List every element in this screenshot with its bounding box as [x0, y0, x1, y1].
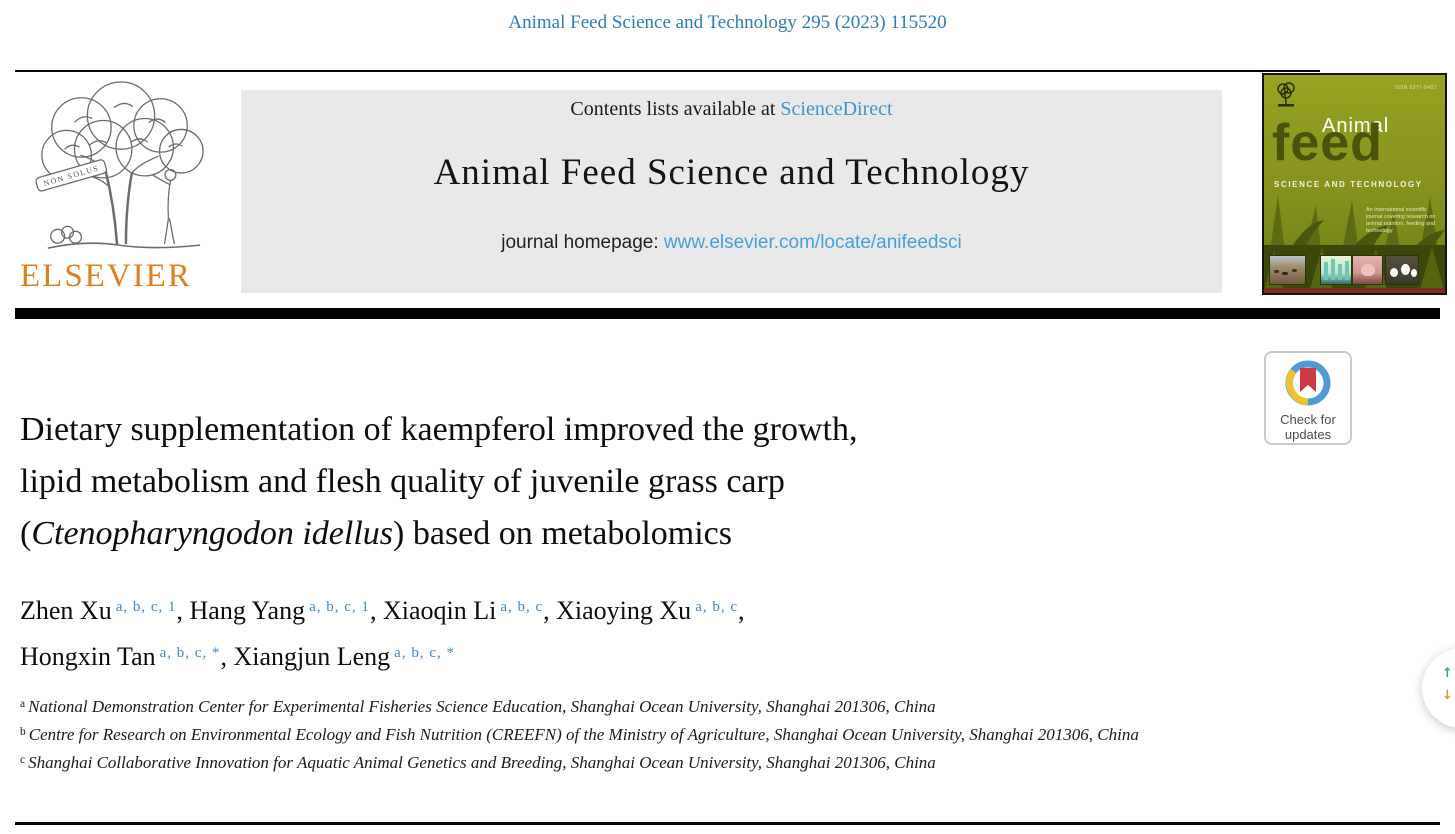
affiliation-list: a National Demonstration Center for Exper… [20, 694, 1238, 778]
journal-citation: Animal Feed Science and Technology 295 (… [508, 12, 947, 33]
scroll-down-arrow-icon[interactable]: ↓ [1442, 688, 1453, 703]
author-affil-sup[interactable]: a, b, c, * [394, 644, 455, 661]
crossmark-label-line1: Check for [1280, 412, 1336, 427]
homepage-link[interactable]: www.elsevier.com/locate/anifeedsci [663, 232, 962, 253]
article-title-line3: (Ctenopharyngodon idellus) based on meta… [20, 515, 733, 552]
bottom-rule [15, 822, 1440, 825]
elsevier-tree-icon: NON SOLUS [35, 81, 204, 249]
author-affil-sup[interactable]: a, b, c [695, 598, 739, 615]
homepage-line: journal homepage: www.elsevier.com/locat… [241, 232, 1222, 254]
crossmark-icon [1285, 360, 1331, 406]
masthead-banner: Contents lists available at ScienceDirec… [241, 90, 1222, 293]
cover-blurb: An international scientific journal cove… [1366, 207, 1436, 234]
crossmark-label-line2: updates [1284, 427, 1332, 442]
check-for-updates-badge[interactable]: Check for updates [1264, 351, 1352, 445]
cover-feed-text: feed [1272, 114, 1383, 172]
author-name: Xiaoying Xu [556, 596, 692, 625]
author-affil-sup[interactable]: a, b, c, * [159, 644, 221, 661]
cover-photo-chickens [1385, 255, 1419, 285]
contents-prefix: Contents lists available at [570, 98, 781, 120]
author-line-1: Zhen Xu a, b, c, 1, Hang Yang a, b, c, 1, … [20, 596, 745, 625]
cover-subtitle: SCIENCE AND TECHNOLOGY [1274, 180, 1423, 189]
author-name: Hang Yang [189, 596, 306, 625]
species-name-italic: Ctenopharyngodon idellus [31, 515, 394, 552]
cover-elsevier-mark-icon [1277, 82, 1295, 107]
author-name: Hongxin Tan [20, 642, 156, 671]
affiliation-b: b Centre for Research on Environmental Ec… [20, 725, 1139, 744]
journal-cover[interactable]: ISSN 0377-8401 Animal feed SCIENCE AND T… [1262, 73, 1447, 295]
author-list: Zhen Xu a, b, c, 1, Hang Yang a, b, c, 1, … [20, 590, 1180, 682]
elsevier-wordmark: ELSEVIER [20, 258, 192, 294]
author-name: Xiaoqin Li [382, 596, 497, 625]
author-affil-sup[interactable]: a, b, c, 1 [115, 598, 177, 615]
article-title: Dietary supplementation of kaempferol im… [20, 404, 1200, 560]
elsevier-logo: NON SOLUS ELSEVIER [20, 78, 220, 298]
top-rule [15, 70, 1320, 72]
author-line-2: Hongxin Tan a, b, c, *, Xiangjun Leng a, b… [20, 642, 455, 671]
author-affil-sup[interactable]: a, b, c [500, 598, 544, 615]
cover-photo-pig [1352, 255, 1383, 285]
scroll-widget[interactable]: ↑ ↓ [1422, 648, 1455, 728]
contents-line: Contents lists available at ScienceDirec… [241, 90, 1222, 121]
scroll-up-arrow-icon[interactable]: ↑ [1442, 666, 1453, 681]
masthead-divider-bar [15, 308, 1440, 319]
cover-photo-testtubes [1320, 255, 1352, 285]
affiliation-a: a National Demonstration Center for Exper… [20, 697, 936, 716]
affiliation-c: c Shanghai Collaborative Innovation for A… [20, 753, 936, 772]
cover-issn: ISSN 0377-8401 [1394, 85, 1437, 91]
sciencedirect-link[interactable]: ScienceDirect [780, 98, 893, 120]
homepage-prefix: journal homepage: [501, 232, 664, 253]
author-name: Zhen Xu [20, 596, 112, 625]
cover-animal-text: Animal [1322, 115, 1390, 137]
author-name: Xiangjun Leng [233, 642, 391, 671]
cover-photo-cattle [1269, 255, 1306, 285]
article-title-line1: Dietary supplementation of kaempferol im… [20, 411, 858, 448]
author-affil-sup[interactable]: a, b, c, 1 [309, 598, 370, 615]
article-title-line2: lipid metabolism and flesh quality of ju… [20, 463, 785, 500]
journal-title: Animal Feed Science and Technology [433, 152, 1030, 193]
